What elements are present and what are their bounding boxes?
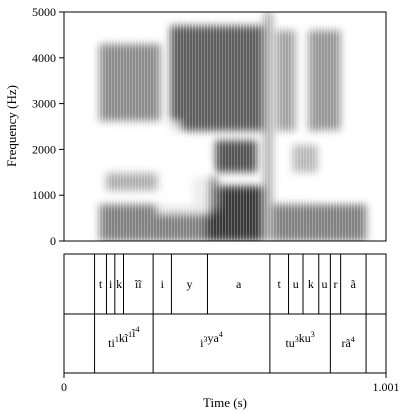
x-tick-label-start: 0 (61, 380, 67, 394)
segment-label: y (186, 277, 192, 291)
segment-label: k (116, 277, 122, 291)
spectrogram-panel (63, 11, 387, 242)
segment-label: ĩĩ (134, 277, 142, 291)
syllable-label: ti1kĩ1ĩ4 (108, 325, 139, 350)
segment-label: ã (351, 277, 357, 291)
glottal-striations (96, 12, 370, 241)
segment-label: r (333, 277, 337, 291)
segment-label: a (236, 277, 242, 291)
syllable-label: rã4 (342, 335, 355, 350)
segment-label: t (99, 277, 103, 291)
syllable-tier: ti1kĩ1ĩ4 i3ya4 tu3ku3 rã4 (94, 314, 367, 373)
y-axis: 0 1000 2000 3000 4000 5000 (32, 5, 386, 248)
syllable-label: i3ya4 (200, 330, 223, 350)
segment-label: u (322, 277, 328, 291)
x-tick-label-end: 1.001 (373, 380, 400, 394)
segment-tier: t i k ĩĩ i y a t u k u r ã (94, 254, 367, 314)
y-tick-label: 0 (50, 234, 56, 248)
segment-label: k (308, 277, 314, 291)
syllable-label: tu3ku3 (285, 330, 314, 350)
y-tick-label: 1000 (32, 188, 56, 202)
segment-label: i (161, 277, 165, 291)
spectrogram-energy (96, 12, 370, 241)
y-tick-label: 2000 (32, 142, 56, 156)
y-axis-label: Frequency (Hz) (4, 85, 19, 167)
x-axis-label: Time (s) (203, 395, 247, 410)
segment-label: t (278, 277, 282, 291)
y-tick-label: 3000 (32, 97, 56, 111)
segment-label: u (293, 277, 299, 291)
y-tick-label: 5000 (32, 5, 56, 19)
segment-label: i (109, 277, 113, 291)
y-tick-label: 4000 (32, 51, 56, 65)
x-axis: 0 1.001 (61, 373, 400, 394)
